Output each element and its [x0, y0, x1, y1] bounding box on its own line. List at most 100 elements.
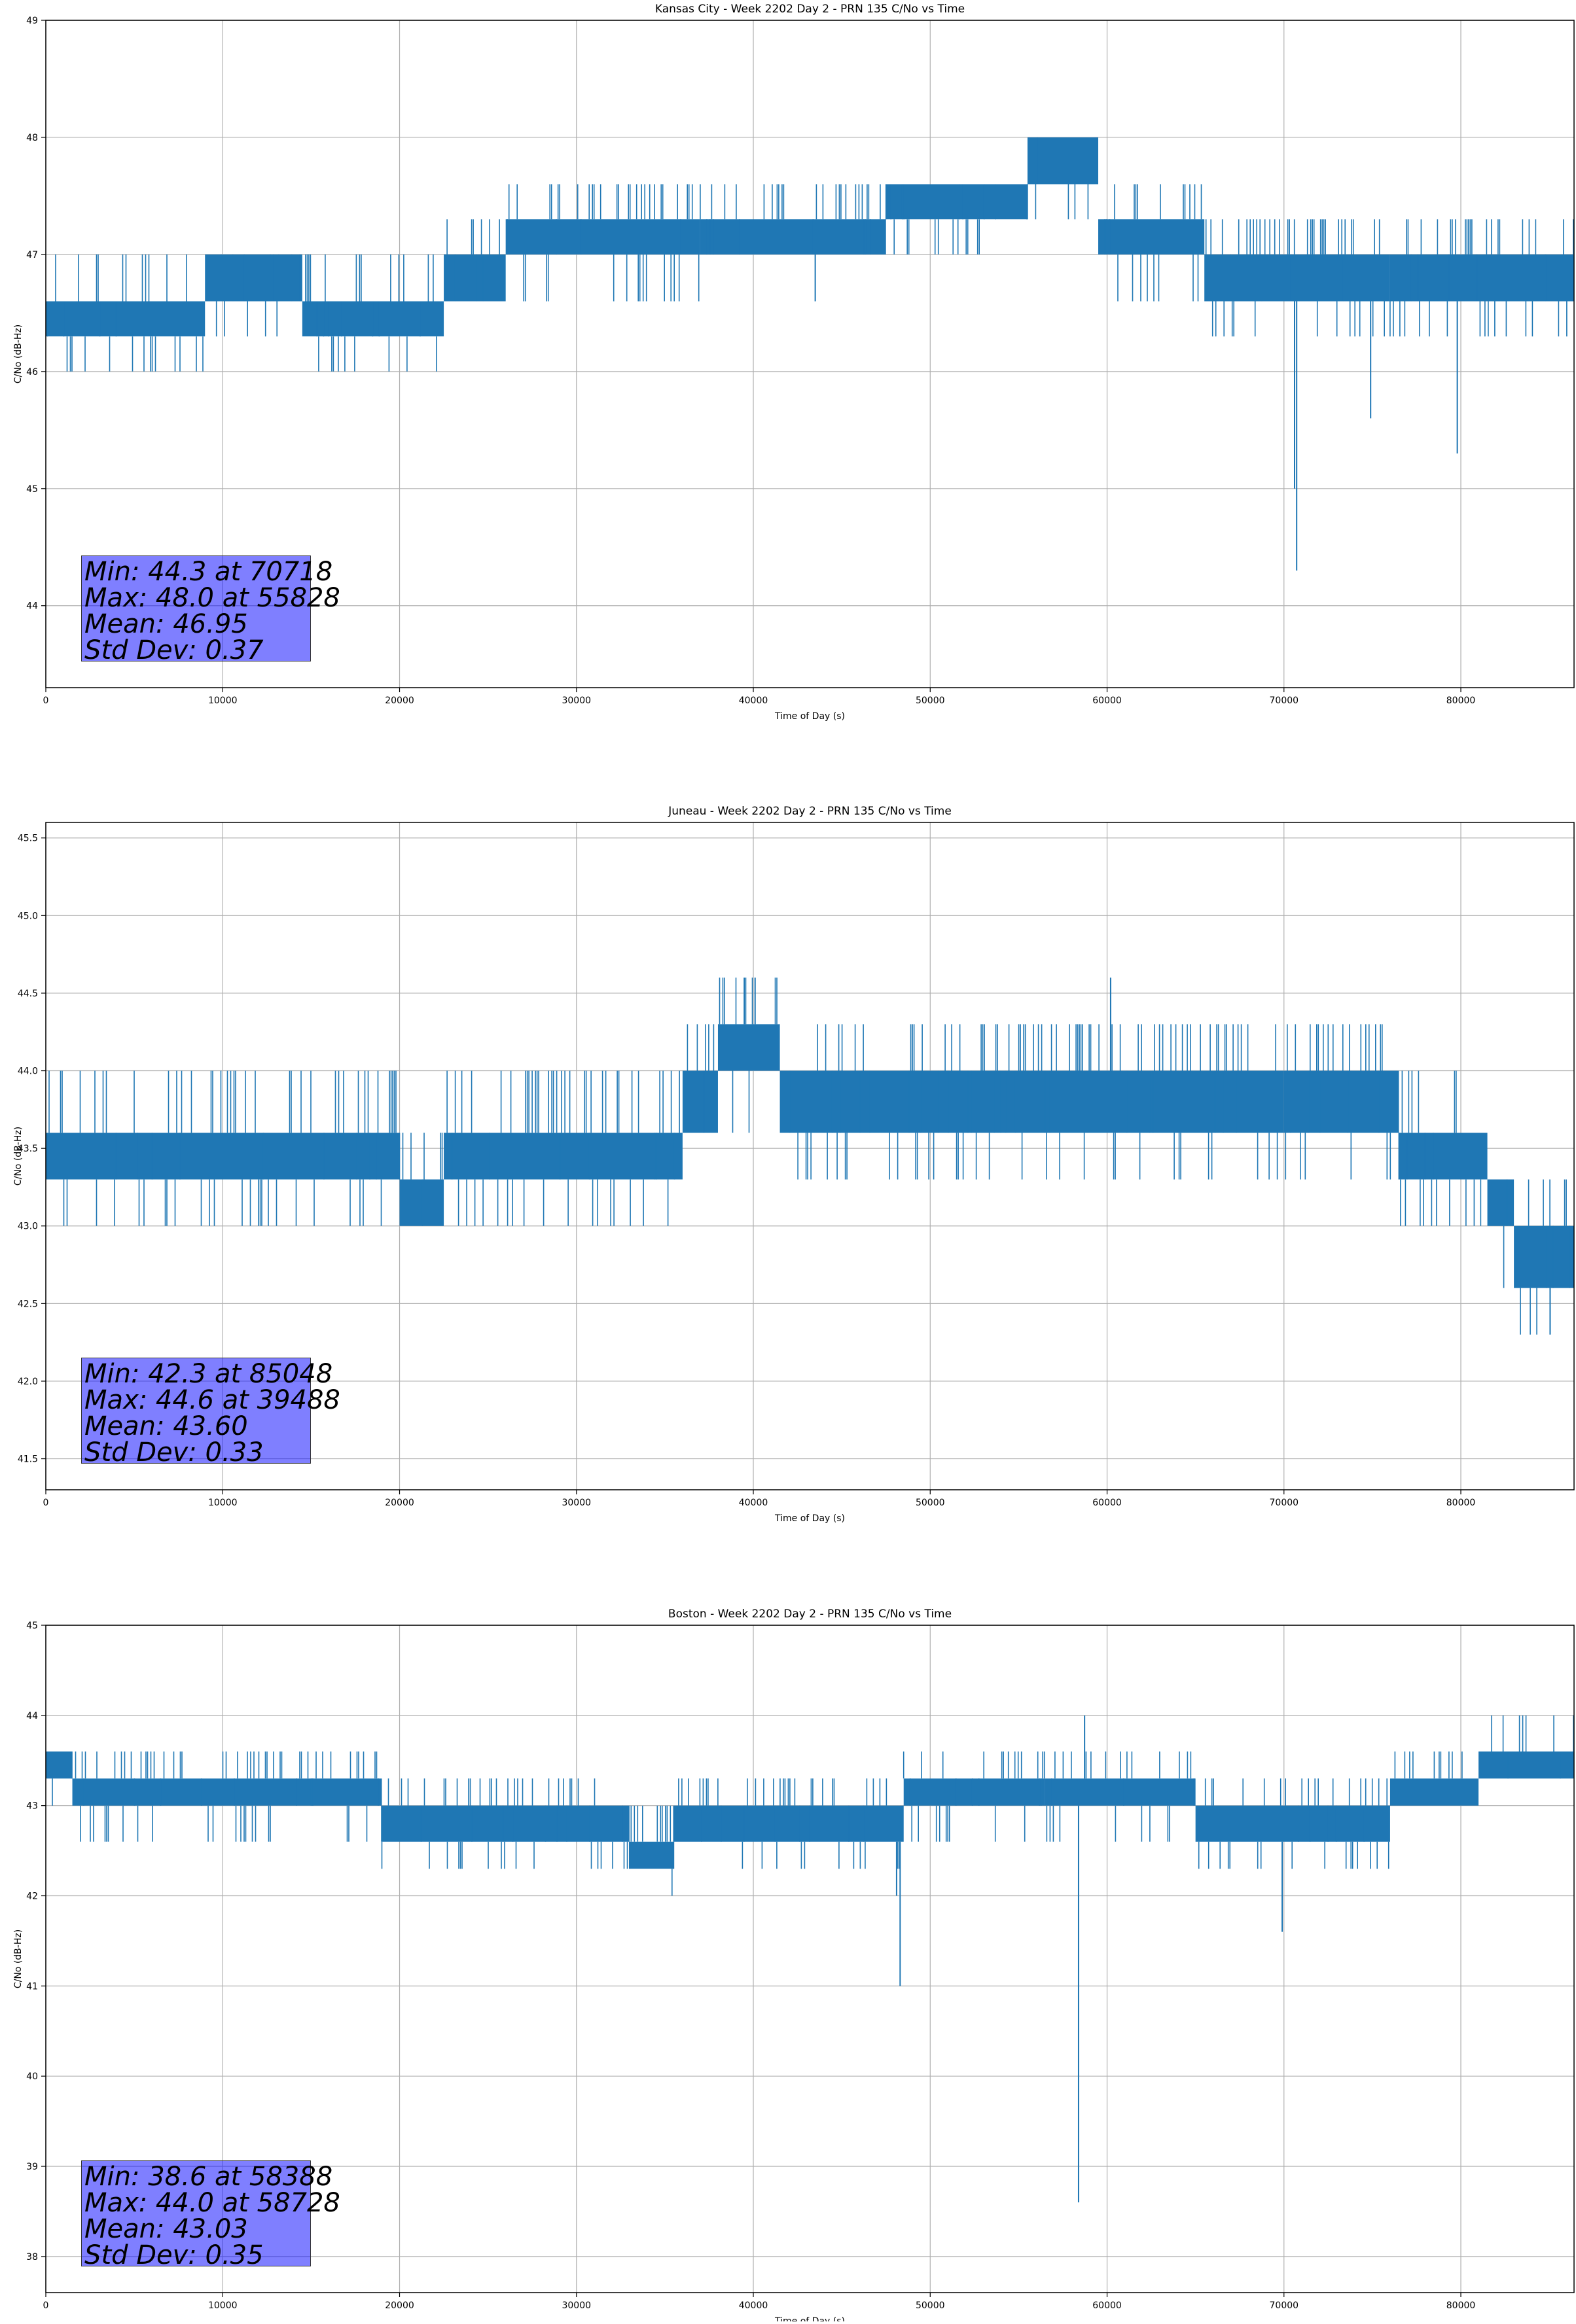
stats-min: Min: 38.6 at 58388 [84, 2162, 333, 2192]
x-tick-label: 30000 [562, 695, 591, 706]
data-band-noise [1046, 1752, 1195, 1842]
data-band [1478, 1751, 1574, 1779]
data-band [1399, 1133, 1488, 1180]
chart-1: Juneau - Week 2202 Day 2 - PRN 135 C/No … [13, 805, 1575, 1524]
data-band-noise [1398, 1070, 1482, 1226]
y-tick-label: 44 [26, 601, 38, 612]
x-tick-label: 0 [43, 2300, 49, 2311]
y-tick-label: 45 [26, 1621, 38, 1631]
data-band-noise [1503, 1179, 1508, 1288]
data-band-noise [903, 1752, 1045, 1842]
y-tick-label: 39 [26, 2162, 38, 2172]
data-band-noise [700, 184, 881, 255]
stats-max: Max: 44.0 at 58728 [84, 2188, 340, 2218]
data-band [72, 1778, 382, 1806]
data-band-noise [1520, 1179, 1570, 1335]
x-tick-label: 50000 [916, 1498, 945, 1508]
data-band-noise [1205, 219, 1385, 337]
y-tick-label: 45.5 [18, 834, 38, 844]
data-band [700, 219, 886, 255]
x-tick-label: 70000 [1270, 1498, 1299, 1508]
stats-box: Min: 42.3 at 85048 Max: 44.6 at 39488 Mean… [81, 1358, 340, 1466]
y-tick-label: 44.0 [18, 1066, 38, 1077]
data-band [399, 1179, 444, 1226]
data-band-noise [52, 1752, 73, 1806]
x-tick-label: 40000 [739, 695, 768, 706]
y-tick-label: 42 [26, 1892, 38, 1902]
data-band [444, 254, 506, 302]
x-tick-label: 30000 [562, 2300, 591, 2311]
data-band-noise [1198, 1778, 1389, 1869]
chart-title: Juneau - Week 2202 Day 2 - PRN 135 C/No … [668, 805, 952, 818]
y-tick-label: 47 [26, 250, 38, 260]
data-band [1045, 1778, 1196, 1806]
y-tick-label: 43 [26, 1801, 38, 1812]
x-tick-label: 80000 [1446, 695, 1476, 706]
y-tick-label: 38 [26, 2252, 38, 2262]
stats-box: Min: 38.6 at 58388 Max: 44.0 at 58728 Mean… [81, 2160, 340, 2270]
y-tick-label: 49 [26, 16, 38, 26]
data-band-noise [1394, 1752, 1463, 1779]
x-axis-label: Time of Day (s) [774, 711, 845, 722]
x-tick-label: 0 [43, 695, 49, 706]
stats-min: Min: 44.3 at 70718 [84, 557, 333, 587]
data-band [1389, 254, 1574, 302]
plot-frame [45, 822, 1575, 1490]
y-axis-label: C/No (dB-Hz) [13, 325, 24, 383]
x-tick-label: 20000 [385, 695, 414, 706]
x-tick-label: 30000 [562, 1498, 591, 1508]
x-tick-label: 10000 [208, 1498, 238, 1508]
data-band [444, 1133, 683, 1180]
data-band-noise [75, 1752, 382, 1842]
stats-max: Max: 48.0 at 55828 [84, 583, 340, 613]
stats-min: Min: 42.3 at 85048 [84, 1359, 333, 1389]
chart-title: Boston - Week 2202 Day 2 - PRN 135 C/No … [668, 1608, 952, 1621]
y-axis-label: C/No (dB-Hz) [13, 1127, 24, 1186]
data-band-noise [719, 977, 778, 1133]
x-tick-label: 60000 [1092, 1498, 1122, 1508]
stats-std: Std Dev: 0.35 [84, 2240, 264, 2270]
data-band-noise [1104, 184, 1202, 302]
y-tick-label: 46 [26, 367, 38, 378]
x-tick-label: 50000 [916, 2300, 945, 2311]
data-band [1098, 219, 1205, 255]
x-axis-label: Time of Day (s) [774, 1513, 845, 1524]
x-tick-label: 10000 [208, 2300, 238, 2311]
x-tick-label: 20000 [385, 1498, 414, 1508]
x-axis-label: Time of Day (s) [774, 2316, 845, 2321]
data-band [382, 1805, 630, 1842]
data-band [886, 184, 1028, 220]
x-tick-label: 80000 [1446, 2300, 1476, 2311]
data-band [903, 1778, 1045, 1806]
y-tick-label: 41 [26, 1981, 38, 1992]
data-band-noise [305, 254, 437, 372]
stats-mean: Mean: 46.95 [84, 609, 248, 639]
y-tick-label: 42.0 [18, 1377, 38, 1387]
plot-frame [45, 1625, 1575, 2293]
data-band [46, 301, 206, 337]
stats-box: Min: 44.3 at 70718 Max: 48.0 at 55828 Mean… [81, 555, 340, 663]
data-band [505, 219, 700, 255]
data-band [1283, 1070, 1399, 1133]
x-tick-label: 20000 [385, 2300, 414, 2311]
data-band [46, 1751, 73, 1779]
y-tick-label: 44 [26, 1711, 38, 1721]
data-band [46, 1133, 400, 1180]
data-band-noise [1491, 1715, 1574, 1779]
data-band [1514, 1225, 1574, 1288]
chart-title: Kansas City - Week 2202 Day 2 - PRN 135 … [655, 3, 965, 16]
stats-mean: Mean: 43.60 [84, 1411, 248, 1441]
chart-2: Boston - Week 2202 Day 2 - PRN 135 C/No … [13, 1608, 1575, 2324]
data-band-noise [673, 1778, 901, 1869]
y-tick-label: 48 [26, 133, 38, 143]
data-band-noise [687, 1024, 715, 1133]
data-band-noise [399, 1133, 443, 1226]
data-band-noise [215, 254, 300, 337]
data-band [1195, 1805, 1390, 1842]
x-tick-label: 10000 [208, 695, 238, 706]
x-tick-label: 70000 [1270, 695, 1299, 706]
data-band [779, 1070, 1284, 1133]
plot-frame [45, 20, 1575, 688]
y-tick-label: 41.5 [18, 1454, 38, 1465]
